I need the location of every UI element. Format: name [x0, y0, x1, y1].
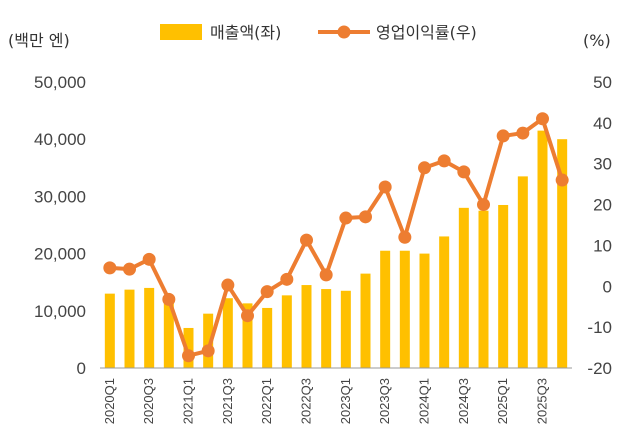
right-axis-ticks: -20 -10 0 10 20 30 40 50: [587, 73, 612, 378]
x-tick-label: 2021Q3: [220, 378, 235, 424]
left-tick-label: 30,000: [34, 187, 86, 206]
sales-bar: [478, 210, 489, 368]
x-tick-label: 2023Q1: [338, 378, 353, 424]
sales-bar: [380, 250, 391, 368]
margin-point: [162, 292, 176, 306]
left-tick-label: 10,000: [34, 302, 86, 321]
sales-bar: [281, 295, 292, 368]
left-axis-ticks: 0 10,000 20,000 30,000 40,000 50,000: [34, 73, 86, 378]
left-axis-unit: (백만 엔): [8, 31, 70, 50]
sales-bar: [222, 298, 233, 368]
margin-point: [359, 210, 372, 224]
sales-bar: [183, 327, 194, 368]
sales-bar: [557, 139, 568, 368]
x-tick-label: 2022Q3: [299, 378, 314, 424]
margin-point: [182, 349, 195, 363]
x-tick-label: 2023Q3: [377, 378, 392, 424]
sales-bar: [144, 287, 155, 368]
margin-point: [496, 129, 510, 143]
sales-bar: [104, 293, 115, 368]
sales-bar: [458, 207, 469, 368]
left-tick-label: 20,000: [34, 245, 86, 264]
margin-point: [123, 262, 136, 276]
sales-bar: [340, 290, 351, 368]
margin-point: [418, 161, 431, 175]
margin-point: [300, 233, 313, 247]
sales-bar: [360, 273, 371, 368]
margin-point: [477, 198, 490, 212]
right-axis-unit: (%): [583, 31, 611, 50]
margin-point: [280, 272, 294, 286]
margin-point: [142, 252, 156, 266]
margin-line: [109, 116, 565, 358]
margin-point: [437, 154, 451, 168]
right-tick-label: 30: [593, 155, 612, 174]
margin-point: [241, 309, 254, 323]
x-tick-label: 2020Q1: [102, 378, 117, 424]
sales-bar: [321, 289, 332, 368]
margin-point: [555, 173, 569, 187]
x-axis-ticks: 2020Q1 2020Q3 2021Q1 2021Q3 2022Q1 2022Q3 2023…: [102, 378, 550, 424]
x-tick-label: 2022Q1: [259, 378, 274, 424]
sales-bar: [242, 303, 253, 368]
sales-bar: [537, 130, 548, 368]
margin-point: [319, 268, 333, 282]
sales-bar: [262, 307, 273, 368]
margin-point: [339, 211, 353, 225]
x-tick-label: 2025Q1: [495, 378, 510, 424]
bar-series: [104, 130, 568, 368]
legend-line-marker: [337, 25, 351, 39]
legend-bar-label: 매출액(좌): [210, 23, 281, 42]
right-tick-label: -10: [587, 318, 612, 337]
right-tick-label: 50: [593, 73, 612, 92]
left-tick-label: 40,000: [34, 130, 86, 149]
x-tick-label: 2024Q1: [417, 378, 432, 424]
sales-bar: [439, 236, 450, 368]
right-tick-label: 40: [593, 114, 612, 133]
line-series: [103, 112, 569, 363]
right-tick-label: 20: [593, 196, 612, 215]
x-tick-label: 2024Q3: [456, 378, 471, 424]
sales-bar: [517, 176, 528, 368]
sales-bar: [399, 250, 410, 368]
left-tick-label: 50,000: [34, 73, 86, 92]
margin-point: [378, 180, 392, 194]
sales-bar: [301, 285, 312, 368]
margin-point: [457, 165, 471, 179]
left-tick-label: 0: [77, 359, 86, 378]
margin-point: [516, 126, 530, 140]
margin-point: [103, 261, 117, 275]
margin-point: [536, 112, 549, 126]
legend-bar-swatch: [160, 24, 202, 40]
sales-bar: [203, 313, 214, 368]
x-tick-label: 2025Q3: [535, 378, 550, 424]
sales-bar: [124, 289, 135, 368]
margin-point: [201, 344, 215, 358]
x-tick-label: 2020Q3: [141, 378, 156, 424]
legend: 매출액(좌) 영업이익률(우): [160, 23, 477, 42]
right-tick-label: -20: [587, 359, 612, 378]
margin-point: [221, 278, 235, 292]
right-tick-label: 0: [603, 277, 612, 296]
sales-bar: [498, 204, 509, 368]
legend-line-label: 영업이익률(우): [376, 23, 477, 42]
right-tick-label: 10: [593, 236, 612, 255]
margin-point: [260, 285, 274, 299]
sales-bar: [163, 299, 174, 368]
x-tick-label: 2021Q1: [181, 378, 196, 424]
sales-bar: [419, 253, 430, 368]
margin-point: [398, 230, 412, 244]
